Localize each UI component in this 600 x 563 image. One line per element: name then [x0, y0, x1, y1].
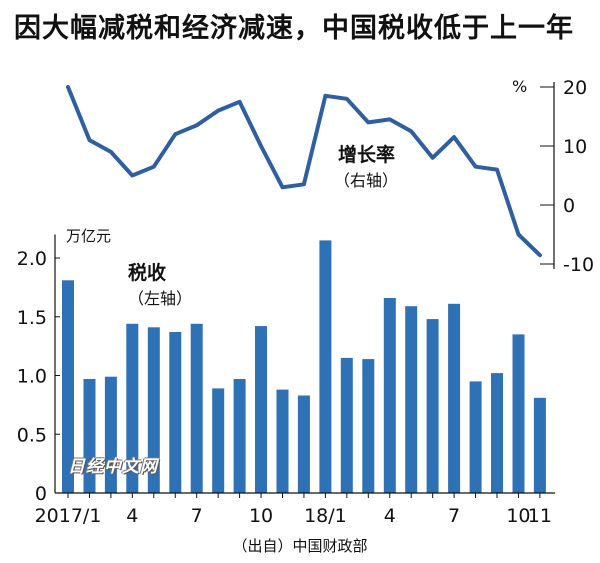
right-axis-tick-label: -10	[563, 254, 594, 276]
growth-rate-point	[281, 185, 284, 189]
growth-rate-point	[216, 109, 220, 113]
growth-rate-point	[388, 117, 392, 121]
left-axis-unit: 万亿元	[66, 227, 111, 245]
x-axis-tick-label: 10	[249, 505, 273, 527]
growth-rate-point	[88, 138, 91, 142]
growth-rate-point	[152, 165, 156, 169]
tax-bar	[169, 332, 182, 493]
growth-rate-point	[195, 123, 199, 127]
tax-bar	[319, 240, 332, 493]
growth-rate-polyline	[66, 85, 542, 258]
watermark-logo: 日经中文网	[68, 457, 158, 477]
tax-bar	[190, 323, 203, 493]
right-axis-tick-label: 10	[563, 136, 587, 158]
tax-series-name: 税收	[128, 262, 167, 284]
growth-rate-point	[259, 144, 263, 148]
x-axis-tick-label: 10	[506, 505, 530, 527]
growth-rate-point	[173, 132, 177, 136]
tax-series-axis-note: （左轴）	[128, 289, 193, 308]
tax-bar	[491, 373, 503, 493]
growth-rate-point	[474, 165, 478, 169]
tax-bar	[426, 319, 439, 493]
growth-series-name: 增长率	[338, 144, 396, 166]
growth-rate-point	[366, 120, 370, 124]
tax-bar	[512, 334, 525, 493]
x-axis-tick-label: 11	[528, 505, 552, 527]
growth-series-axis-note: （右轴）	[334, 171, 399, 190]
growth-rate-point	[323, 94, 327, 98]
growth-rate-point	[345, 97, 349, 101]
left-axis-tick-label: 2.0	[17, 248, 47, 270]
growth-rate-point	[409, 129, 413, 133]
growth-rate-point	[238, 100, 242, 104]
growth-rate-point	[66, 85, 70, 89]
tax-bar	[276, 389, 289, 493]
x-axis-tick-label: 4	[126, 505, 138, 527]
tax-bar	[83, 379, 96, 493]
growth-rate-point	[431, 156, 435, 160]
growth-rate-point	[495, 168, 499, 172]
right-axis-tick-label: 20	[563, 77, 587, 99]
x-axis-tick-label: 4	[384, 505, 396, 527]
x-axis-tick-label: 18/1	[304, 505, 347, 527]
tax-bar	[297, 395, 310, 493]
x-axis-tick-label: 7	[448, 505, 460, 527]
left-axis-tick-label: 1.5	[17, 307, 47, 329]
right-axis-tick-label: 0	[563, 195, 575, 217]
tax-series-label: 税收 （左轴）	[128, 258, 192, 309]
tax-bar	[340, 357, 353, 493]
right-axis-unit: %	[512, 77, 527, 96]
growth-rate-point	[517, 233, 520, 236]
tax-bar	[405, 306, 418, 493]
left-axis: 0 0.5 1.0 1.5 2.0	[17, 234, 60, 505]
left-axis-tick-label: 0	[35, 483, 47, 505]
x-axis-tick-label: 2017/1	[35, 505, 102, 527]
tax-bar	[469, 381, 482, 493]
tax-bar	[233, 379, 246, 493]
growth-series-label: 增长率 （右轴）	[334, 140, 398, 191]
tax-bar	[383, 298, 396, 493]
tax-revenue-bars	[62, 240, 546, 493]
tax-bar	[448, 303, 461, 493]
growth-rate-point	[109, 150, 113, 154]
growth-rate-point	[130, 174, 134, 177]
x-axis-tick-label: 7	[191, 505, 203, 527]
tax-bar	[147, 327, 160, 493]
tax-bar	[255, 326, 267, 493]
tax-bar	[533, 397, 546, 493]
growth-rate-point	[538, 253, 542, 257]
growth-rate-point	[302, 182, 306, 186]
right-axis: -10 0 10 20	[540, 77, 594, 276]
left-axis-tick-label: 0.5	[17, 424, 47, 446]
tax-bar	[104, 376, 117, 493]
growth-rate-point	[452, 135, 456, 139]
tax-bar	[362, 359, 375, 493]
tax-bar	[62, 280, 74, 493]
tax-bar	[212, 388, 225, 493]
chart-title: 因大幅减税和经济减速，中国税收低于上一年	[14, 13, 574, 44]
source-note: （出自）中国财政部	[232, 537, 368, 555]
tax-bar	[126, 323, 139, 493]
left-axis-tick-label: 1.0	[17, 366, 47, 388]
growth-rate-line	[66, 85, 542, 258]
